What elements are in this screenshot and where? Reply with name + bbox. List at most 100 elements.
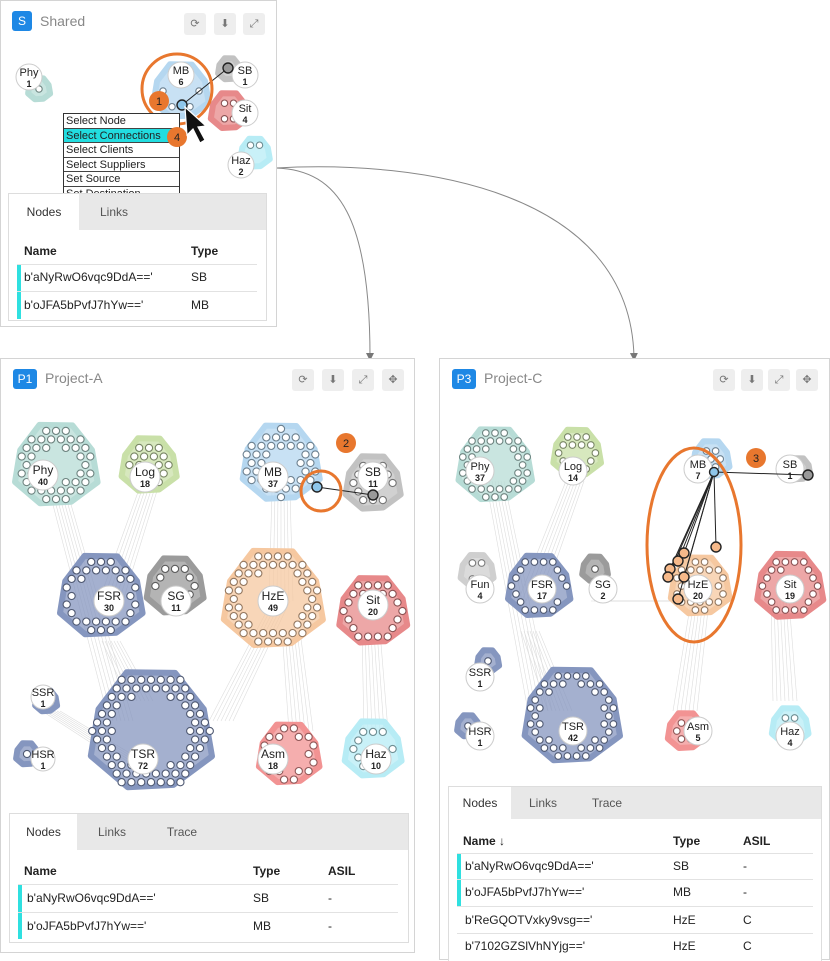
- graph-node[interactable]: [190, 581, 199, 591]
- graph-node[interactable]: [146, 778, 156, 787]
- graph-node[interactable]: [308, 577, 317, 587]
- graph-node[interactable]: [171, 769, 180, 778]
- graph-node[interactable]: [306, 441, 315, 451]
- graph-node[interactable]: [263, 637, 273, 646]
- table-row[interactable]: b'aNyRwO6vqc9DdA==': [27, 891, 156, 905]
- graph-node[interactable]: [92, 718, 102, 727]
- graph-node[interactable]: [151, 769, 161, 778]
- tab-links[interactable]: Links: [528, 796, 557, 810]
- graph-node[interactable]: [112, 769, 121, 778]
- graph-node[interactable]: [135, 443, 144, 453]
- graph-node[interactable]: [229, 594, 238, 604]
- graph-node[interactable]: [126, 574, 135, 584]
- graph-node[interactable]: [388, 623, 397, 633]
- graph-node[interactable]: [354, 632, 363, 641]
- graph-node[interactable]: [257, 441, 266, 451]
- graph-node[interactable]: [776, 566, 785, 574]
- graph-node[interactable]: [301, 450, 310, 459]
- menu-item-select-suppliers[interactable]: Select Suppliers: [64, 158, 179, 172]
- graph-node[interactable]: [27, 452, 36, 461]
- graph-node[interactable]: [220, 115, 229, 123]
- expand-icon[interactable]: ⤢: [243, 13, 265, 35]
- graph-node[interactable]: [247, 441, 256, 451]
- graph-node[interactable]: [195, 726, 205, 736]
- tab-nodes[interactable]: Nodes: [10, 814, 77, 850]
- graph-node[interactable]: [298, 611, 307, 621]
- graph-node[interactable]: [51, 494, 61, 504]
- graph-node[interactable]: [244, 620, 253, 629]
- graph-node[interactable]: [234, 603, 243, 612]
- move-icon[interactable]: ✥: [796, 369, 818, 391]
- graph-node[interactable]: [531, 696, 540, 704]
- graph-node[interactable]: [609, 720, 618, 728]
- graph-node[interactable]: [344, 615, 353, 624]
- graph-node[interactable]: [255, 141, 264, 149]
- graph-node[interactable]: [181, 752, 190, 761]
- graph-node[interactable]: [247, 475, 256, 485]
- graph-node[interactable]: [595, 744, 604, 752]
- graph-node[interactable]: [484, 657, 492, 665]
- graph-node[interactable]: [526, 720, 535, 728]
- graph-node[interactable]: [591, 449, 600, 457]
- graph-node[interactable]: [276, 424, 286, 434]
- graph-node[interactable]: [107, 692, 116, 702]
- graph-node[interactable]: [17, 452, 26, 461]
- graph-node[interactable]: [161, 564, 170, 574]
- graph-node[interactable]: [672, 727, 681, 735]
- graph-node[interactable]: [539, 606, 548, 614]
- graph-node[interactable]: [591, 565, 599, 573]
- graph-node[interactable]: [267, 441, 276, 451]
- menu-item-select-clients[interactable]: Select Clients: [64, 143, 179, 158]
- graph-node[interactable]: [190, 718, 200, 727]
- table-row[interactable]: b'aNyRwO6vqc9DdA==': [24, 270, 153, 284]
- graph-node[interactable]: [81, 477, 90, 487]
- graph-node[interactable]: [359, 727, 368, 737]
- graph-node[interactable]: [254, 552, 263, 561]
- graph-node[interactable]: [514, 469, 522, 477]
- graph-node[interactable]: [535, 704, 544, 712]
- graph-node[interactable]: [96, 625, 106, 635]
- graph-node[interactable]: [66, 486, 75, 495]
- graph-node[interactable]: [700, 606, 709, 614]
- graph-node[interactable]: [531, 728, 540, 736]
- graph-node[interactable]: [767, 598, 776, 606]
- graph-node[interactable]: [186, 726, 195, 736]
- graph-node[interactable]: [526, 704, 535, 712]
- graph-node[interactable]: [554, 672, 563, 680]
- col-type[interactable]: Type: [673, 834, 701, 848]
- project-a-graph[interactable]: Phy40Log18MB37SB11FSR30SG11HzE49Sit20SSR…: [1, 401, 414, 806]
- graph-node[interactable]: [691, 558, 700, 566]
- graph-node[interactable]: [247, 458, 256, 468]
- graph-node[interactable]: [691, 606, 700, 614]
- graph-node[interactable]: [159, 452, 168, 461]
- graph-node[interactable]: [349, 589, 358, 599]
- graph-node[interactable]: [190, 735, 200, 744]
- graph-node[interactable]: [117, 778, 126, 787]
- graph-node[interactable]: [491, 429, 499, 437]
- graph-node[interactable]: [42, 426, 51, 436]
- graph-node[interactable]: [117, 760, 126, 770]
- graph-node[interactable]: [790, 714, 799, 722]
- graph-node[interactable]: [500, 493, 509, 501]
- graph-node[interactable]: [234, 586, 243, 595]
- graph-node[interactable]: [354, 736, 363, 745]
- graph-node[interactable]: [51, 426, 61, 436]
- graph-node[interactable]: [239, 628, 248, 638]
- table-row[interactable]: b'7102GZSlVhNYjg==': [465, 939, 585, 953]
- table-row[interactable]: b'aNyRwO6vqc9DdA==': [465, 859, 594, 873]
- graph-node[interactable]: [259, 628, 268, 638]
- graph-node[interactable]: [523, 453, 532, 461]
- download-icon[interactable]: ⬇: [322, 369, 344, 391]
- graph-node[interactable]: [518, 461, 527, 469]
- graph-node[interactable]: [521, 558, 530, 566]
- graph-node[interactable]: [591, 688, 599, 696]
- graph-node[interactable]: [276, 441, 286, 451]
- graph-node[interactable]: [156, 778, 165, 787]
- graph-node[interactable]: [294, 766, 303, 776]
- graph-node[interactable]: [186, 743, 195, 753]
- graph-node[interactable]: [303, 569, 312, 578]
- graph-node[interactable]: [37, 435, 46, 444]
- graph-node[interactable]: [781, 558, 790, 566]
- graph-node[interactable]: [481, 445, 490, 453]
- tab-nodes[interactable]: Nodes: [9, 194, 79, 230]
